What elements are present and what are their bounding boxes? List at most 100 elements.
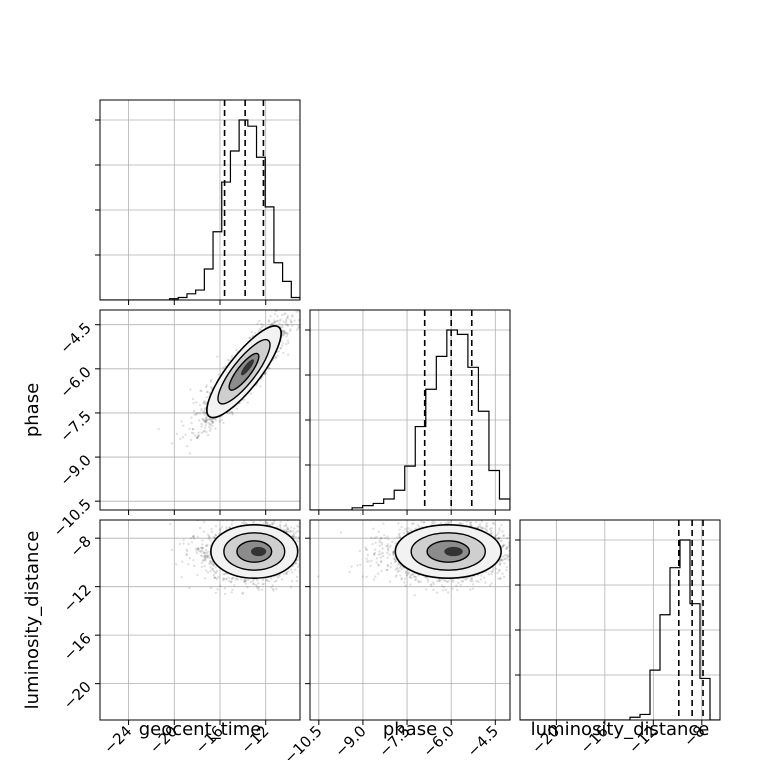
sample-point (191, 535, 194, 539)
sample-point (276, 304, 278, 306)
sample-point (296, 539, 299, 542)
sample-point (270, 322, 274, 325)
sample-point (201, 543, 204, 546)
sample-point (301, 533, 303, 535)
sample-point (202, 401, 205, 405)
sample-point (202, 430, 205, 433)
sample-point (253, 515, 255, 517)
sample-point (192, 432, 195, 435)
sample-point (278, 575, 281, 578)
sample-point (203, 551, 206, 554)
sample-point (206, 390, 209, 394)
sample-point (307, 530, 309, 532)
sample-point (182, 424, 185, 427)
sample-point (216, 588, 219, 591)
sample-point (200, 546, 203, 549)
sample-point (307, 542, 309, 544)
sample-point (301, 540, 303, 542)
sample-point (178, 542, 182, 546)
sample-point (214, 418, 217, 422)
sample-point (206, 571, 210, 574)
sample-point (203, 551, 207, 555)
sample-point (284, 332, 287, 335)
sample-point (199, 526, 202, 530)
sample-point (286, 323, 289, 327)
sample-point (193, 434, 197, 437)
sample-point (282, 333, 286, 336)
sample-point (214, 427, 217, 430)
sample-point (193, 564, 196, 568)
sample-point (200, 422, 203, 426)
sample-point (230, 591, 233, 594)
sample-point (287, 528, 290, 531)
sample-point (274, 356, 278, 359)
sample-point (278, 322, 281, 325)
sample-point (256, 587, 259, 590)
panel-frame (99, 309, 301, 511)
sample-point (294, 531, 298, 534)
sample-point (302, 537, 304, 539)
sample-point (257, 586, 261, 589)
sample-point (195, 413, 198, 416)
histogram-geocent_time (100, 119, 300, 300)
sample-point (267, 366, 271, 370)
sample-point (306, 528, 308, 530)
sample-point (214, 591, 218, 595)
sample-point (199, 550, 202, 553)
sample-point (297, 563, 300, 566)
sample-point (297, 324, 300, 327)
sample-point (297, 565, 300, 568)
sample-point (272, 589, 275, 592)
sample-point (222, 577, 225, 580)
sample-point (275, 320, 278, 323)
sample-point (200, 565, 203, 569)
sample-point (211, 421, 215, 424)
sample-point (209, 418, 213, 421)
sample-point (267, 580, 271, 583)
sample-point (291, 315, 294, 318)
sample-point (228, 412, 231, 415)
panel-hist-luminosity_distance (515, 519, 721, 721)
sample-point (285, 343, 288, 346)
sample-point (209, 418, 212, 421)
sample-point (197, 434, 200, 437)
sample-point (185, 550, 189, 553)
sample-point (204, 554, 207, 557)
sample-point (259, 385, 262, 388)
sample-point (197, 547, 200, 551)
sample-point (213, 536, 216, 539)
sample-point (207, 537, 210, 540)
sample-point (222, 366, 225, 369)
sample-point (265, 578, 268, 582)
sample-point (196, 547, 200, 551)
sample-point (272, 522, 275, 525)
sample-point (242, 522, 246, 525)
sample-point (284, 318, 288, 321)
sample-point (204, 424, 207, 427)
sample-point (223, 592, 227, 596)
sample-point (223, 572, 227, 576)
sample-point (220, 419, 223, 422)
sample-point (248, 336, 251, 339)
sample-point (217, 575, 220, 579)
sample-point (286, 530, 289, 534)
sample-point (257, 582, 260, 585)
sample-point (275, 587, 278, 591)
sample-point (209, 379, 213, 382)
sample-point (284, 312, 287, 315)
sample-point (302, 546, 304, 548)
sample-point (205, 419, 208, 422)
sample-point (242, 398, 246, 401)
sample-point (300, 559, 302, 561)
panel-frame (309, 309, 511, 511)
sample-point (260, 325, 264, 329)
sample-point (196, 435, 200, 438)
sample-point (279, 520, 282, 524)
sample-point (280, 517, 282, 519)
sample-point (271, 587, 275, 591)
sample-point (206, 533, 210, 536)
sample-point (272, 321, 275, 325)
panel-scatter-geocent_time-phase (99, 304, 301, 511)
sample-point (195, 401, 198, 404)
sample-point (196, 436, 199, 440)
